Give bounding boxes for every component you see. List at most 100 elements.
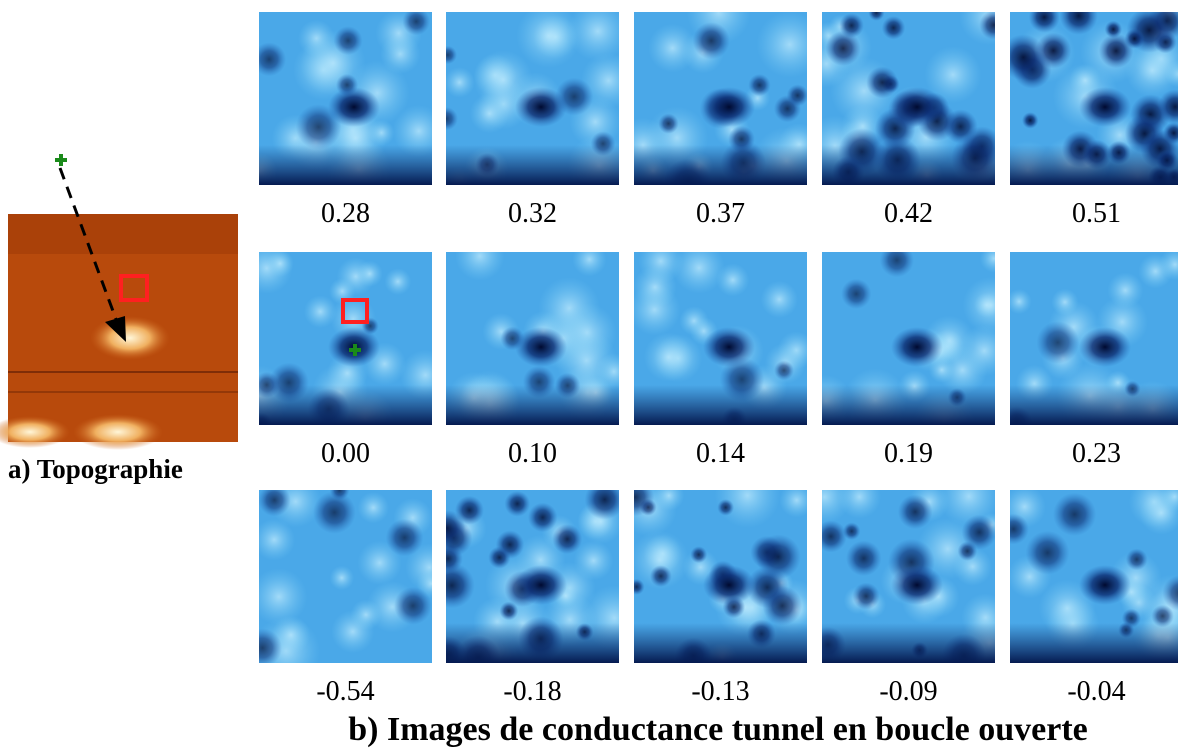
- bottom-band: [259, 145, 432, 185]
- bottom-band: [634, 623, 807, 663]
- tile-texture: [634, 252, 807, 425]
- blob: [567, 12, 619, 62]
- blob: [962, 276, 995, 334]
- blob: [584, 490, 619, 520]
- blob: [259, 490, 291, 517]
- blob: [446, 107, 458, 131]
- bottom-band: [822, 623, 995, 663]
- tile-texture: [1010, 252, 1178, 425]
- tile-label: -0.54: [316, 676, 374, 707]
- blob: [868, 12, 885, 21]
- blob: [356, 260, 383, 287]
- blob: [1125, 548, 1148, 571]
- blob: [692, 22, 730, 60]
- blob: [866, 66, 899, 99]
- blob: [755, 534, 801, 580]
- blob: [634, 530, 690, 590]
- blob: [649, 565, 672, 588]
- blob: [504, 490, 531, 517]
- conductance-tile: 0.23: [1010, 252, 1178, 469]
- blob: [266, 252, 294, 278]
- blob: [1052, 492, 1097, 536]
- blob: [1028, 12, 1060, 33]
- blob: [653, 490, 685, 511]
- dark-spot: [703, 565, 755, 605]
- tile-label: 0.28: [321, 198, 370, 229]
- dark-spot: [515, 565, 567, 605]
- blob: [333, 26, 363, 56]
- conductance-tile: 0.19: [822, 252, 995, 469]
- tile-texture: [1010, 12, 1178, 185]
- tile-label: 0.32: [508, 198, 557, 229]
- tile-texture: [446, 490, 619, 663]
- tile-texture: [446, 12, 619, 185]
- dark-spot: [891, 327, 943, 367]
- blob: [958, 325, 995, 377]
- blob: [822, 520, 847, 553]
- conductance-tile: 0.32: [446, 12, 619, 229]
- blob: [634, 265, 677, 309]
- blob: [259, 568, 308, 626]
- tile-texture: [634, 12, 807, 185]
- conductance-tile: -0.54: [259, 490, 432, 707]
- tile-label: 0.37: [696, 198, 745, 229]
- tile-label: 0.10: [508, 438, 557, 469]
- conductance-tile: -0.18: [446, 490, 619, 707]
- caption: b) Images de conductance tunnel en boucl…: [348, 711, 1087, 748]
- tile-texture: [446, 252, 619, 425]
- bottom-band: [822, 145, 995, 185]
- bottom-band: [446, 385, 619, 425]
- conductance-tile: 0.14: [634, 252, 807, 469]
- blob: [329, 490, 350, 501]
- blob: [1159, 252, 1178, 281]
- conductance-tile: 0.28: [259, 12, 432, 229]
- blob: [402, 12, 431, 36]
- blob: [331, 610, 375, 654]
- blob: [634, 490, 655, 517]
- tile-texture: [822, 252, 995, 425]
- blob: [1059, 12, 1098, 35]
- blob: [786, 84, 807, 107]
- conductance-tile: 0.00: [259, 252, 432, 469]
- blob: [1107, 272, 1144, 309]
- blob: [762, 585, 803, 626]
- blob: [852, 582, 880, 610]
- blob: [357, 540, 402, 586]
- blob: [392, 104, 432, 158]
- tile-texture: [259, 252, 432, 425]
- dark-spot: [1079, 565, 1131, 605]
- tile-texture: [1010, 490, 1178, 663]
- tile-label: 0.23: [1072, 438, 1121, 469]
- tile-texture: [259, 12, 432, 185]
- bottom-band: [1010, 385, 1178, 425]
- blob: [842, 522, 861, 540]
- blob: [488, 546, 511, 569]
- bottom-band: [822, 385, 995, 425]
- blob: [658, 113, 679, 134]
- blob: [634, 578, 645, 595]
- blob: [1025, 530, 1070, 575]
- bottom-band: [259, 385, 432, 425]
- blob: [313, 491, 356, 534]
- blob: [673, 252, 725, 294]
- blob: [1021, 112, 1039, 129]
- blob: [961, 514, 995, 550]
- dark-spot: [515, 327, 567, 367]
- blob: [1010, 288, 1032, 315]
- blob: [303, 295, 337, 329]
- blob: [643, 332, 694, 382]
- blob: [572, 252, 607, 277]
- bottom-band: [1010, 623, 1178, 663]
- tile-label: -0.13: [691, 676, 749, 707]
- blob: [690, 546, 708, 564]
- blob: [446, 510, 466, 546]
- dark-spot: [891, 565, 943, 605]
- topography: a) Topographie: [0, 154, 238, 484]
- tile-label: -0.09: [879, 676, 937, 707]
- tile-label: -0.18: [503, 676, 561, 707]
- blob: [1038, 579, 1096, 637]
- blob: [1125, 43, 1178, 98]
- bottom-band: [446, 623, 619, 663]
- blob: [957, 541, 978, 561]
- blob: [714, 490, 781, 529]
